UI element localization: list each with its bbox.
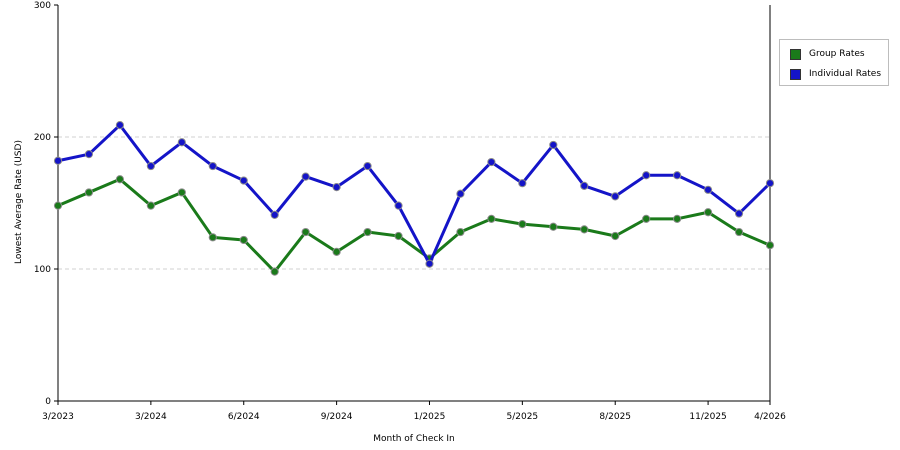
data-point-individual-rates <box>53 156 63 165</box>
data-point-group-rates <box>487 214 496 223</box>
x-axis-title: Month of Check In <box>373 434 455 444</box>
data-point-group-rates <box>115 175 125 184</box>
data-point-individual-rates <box>580 181 589 190</box>
y-axis-title: Lowest Average Rate (USD) <box>14 140 24 264</box>
legend-item-group-rates: Group Rates <box>790 47 865 61</box>
data-point-group-rates <box>673 214 682 223</box>
x-tick-label: 3/2023 <box>42 412 74 422</box>
data-point-individual-rates <box>734 209 744 218</box>
data-point-group-rates <box>456 227 465 237</box>
legend-label-individual-rates: Individual Rates <box>809 69 882 79</box>
data-point-individual-rates <box>765 179 775 188</box>
y-tick-label: 200 <box>34 133 51 143</box>
x-tick-label: 6/2024 <box>228 412 260 422</box>
data-point-group-rates <box>239 235 248 245</box>
data-point-group-rates <box>518 220 527 229</box>
data-point-group-rates <box>301 227 310 237</box>
data-point-individual-rates <box>394 201 403 210</box>
axes <box>54 4 771 405</box>
data-point-group-rates <box>363 227 372 237</box>
series-lines <box>53 121 775 276</box>
data-point-individual-rates <box>425 259 434 268</box>
legend-swatch-individual-rates <box>790 68 801 80</box>
data-point-group-rates <box>611 231 620 241</box>
data-point-individual-rates <box>115 121 125 130</box>
data-point-individual-rates <box>301 172 310 181</box>
data-point-individual-rates <box>84 150 94 159</box>
data-point-group-rates <box>84 188 94 197</box>
y-tick-label: 300 <box>34 1 51 11</box>
data-point-group-rates <box>177 188 186 197</box>
data-point-individual-rates <box>270 210 279 219</box>
data-point-group-rates <box>53 201 63 210</box>
x-tick-label: 11/2025 <box>689 412 726 422</box>
y-tick-label: 0 <box>45 397 51 407</box>
data-point-individual-rates <box>703 185 713 194</box>
x-tick-label: 4/2026 <box>754 412 786 422</box>
data-point-group-rates <box>580 225 589 234</box>
data-point-individual-rates <box>673 171 682 180</box>
data-point-individual-rates <box>146 161 155 171</box>
data-point-group-rates <box>332 247 341 256</box>
y-tick-label: 100 <box>34 265 51 275</box>
data-point-individual-rates <box>611 192 620 201</box>
data-point-individual-rates <box>332 183 341 192</box>
x-tick-label: 9/2024 <box>321 412 353 422</box>
data-point-individual-rates <box>518 179 527 188</box>
data-point-individual-rates <box>549 140 558 150</box>
x-tick-label: 5/2025 <box>507 412 539 422</box>
data-point-individual-rates <box>177 138 186 147</box>
data-point-group-rates <box>208 233 217 242</box>
series-line-individual-rates <box>57 123 772 266</box>
legend-item-individual-rates: Individual Rates <box>790 67 881 81</box>
data-point-group-rates <box>703 208 713 217</box>
data-point-group-rates <box>394 231 403 241</box>
x-tick-label: 8/2025 <box>599 412 631 422</box>
data-point-group-rates <box>642 214 651 223</box>
x-tick-label: 3/2024 <box>135 412 167 422</box>
data-point-individual-rates <box>239 176 248 185</box>
tick-labels: 0 100 200 300 3/2023 3/2024 6/2024 9/2024 1/2025… <box>34 1 786 422</box>
data-point-individual-rates <box>642 171 651 180</box>
series-line-group-rates <box>57 177 771 274</box>
x-tick-label: 1/2025 <box>414 412 446 422</box>
legend-label-group-rates: Group Rates <box>809 49 865 59</box>
data-point-group-rates <box>734 227 744 237</box>
data-point-individual-rates <box>363 161 372 171</box>
data-point-individual-rates <box>456 189 465 198</box>
legend-swatch-group-rates <box>790 48 801 60</box>
data-point-group-rates <box>549 222 558 231</box>
data-point-individual-rates <box>487 157 496 167</box>
data-point-group-rates <box>765 241 775 250</box>
data-point-group-rates <box>146 201 155 210</box>
data-point-group-rates <box>270 267 279 276</box>
legend: Group Rates Individual Rates <box>779 39 889 86</box>
data-point-individual-rates <box>208 161 217 171</box>
